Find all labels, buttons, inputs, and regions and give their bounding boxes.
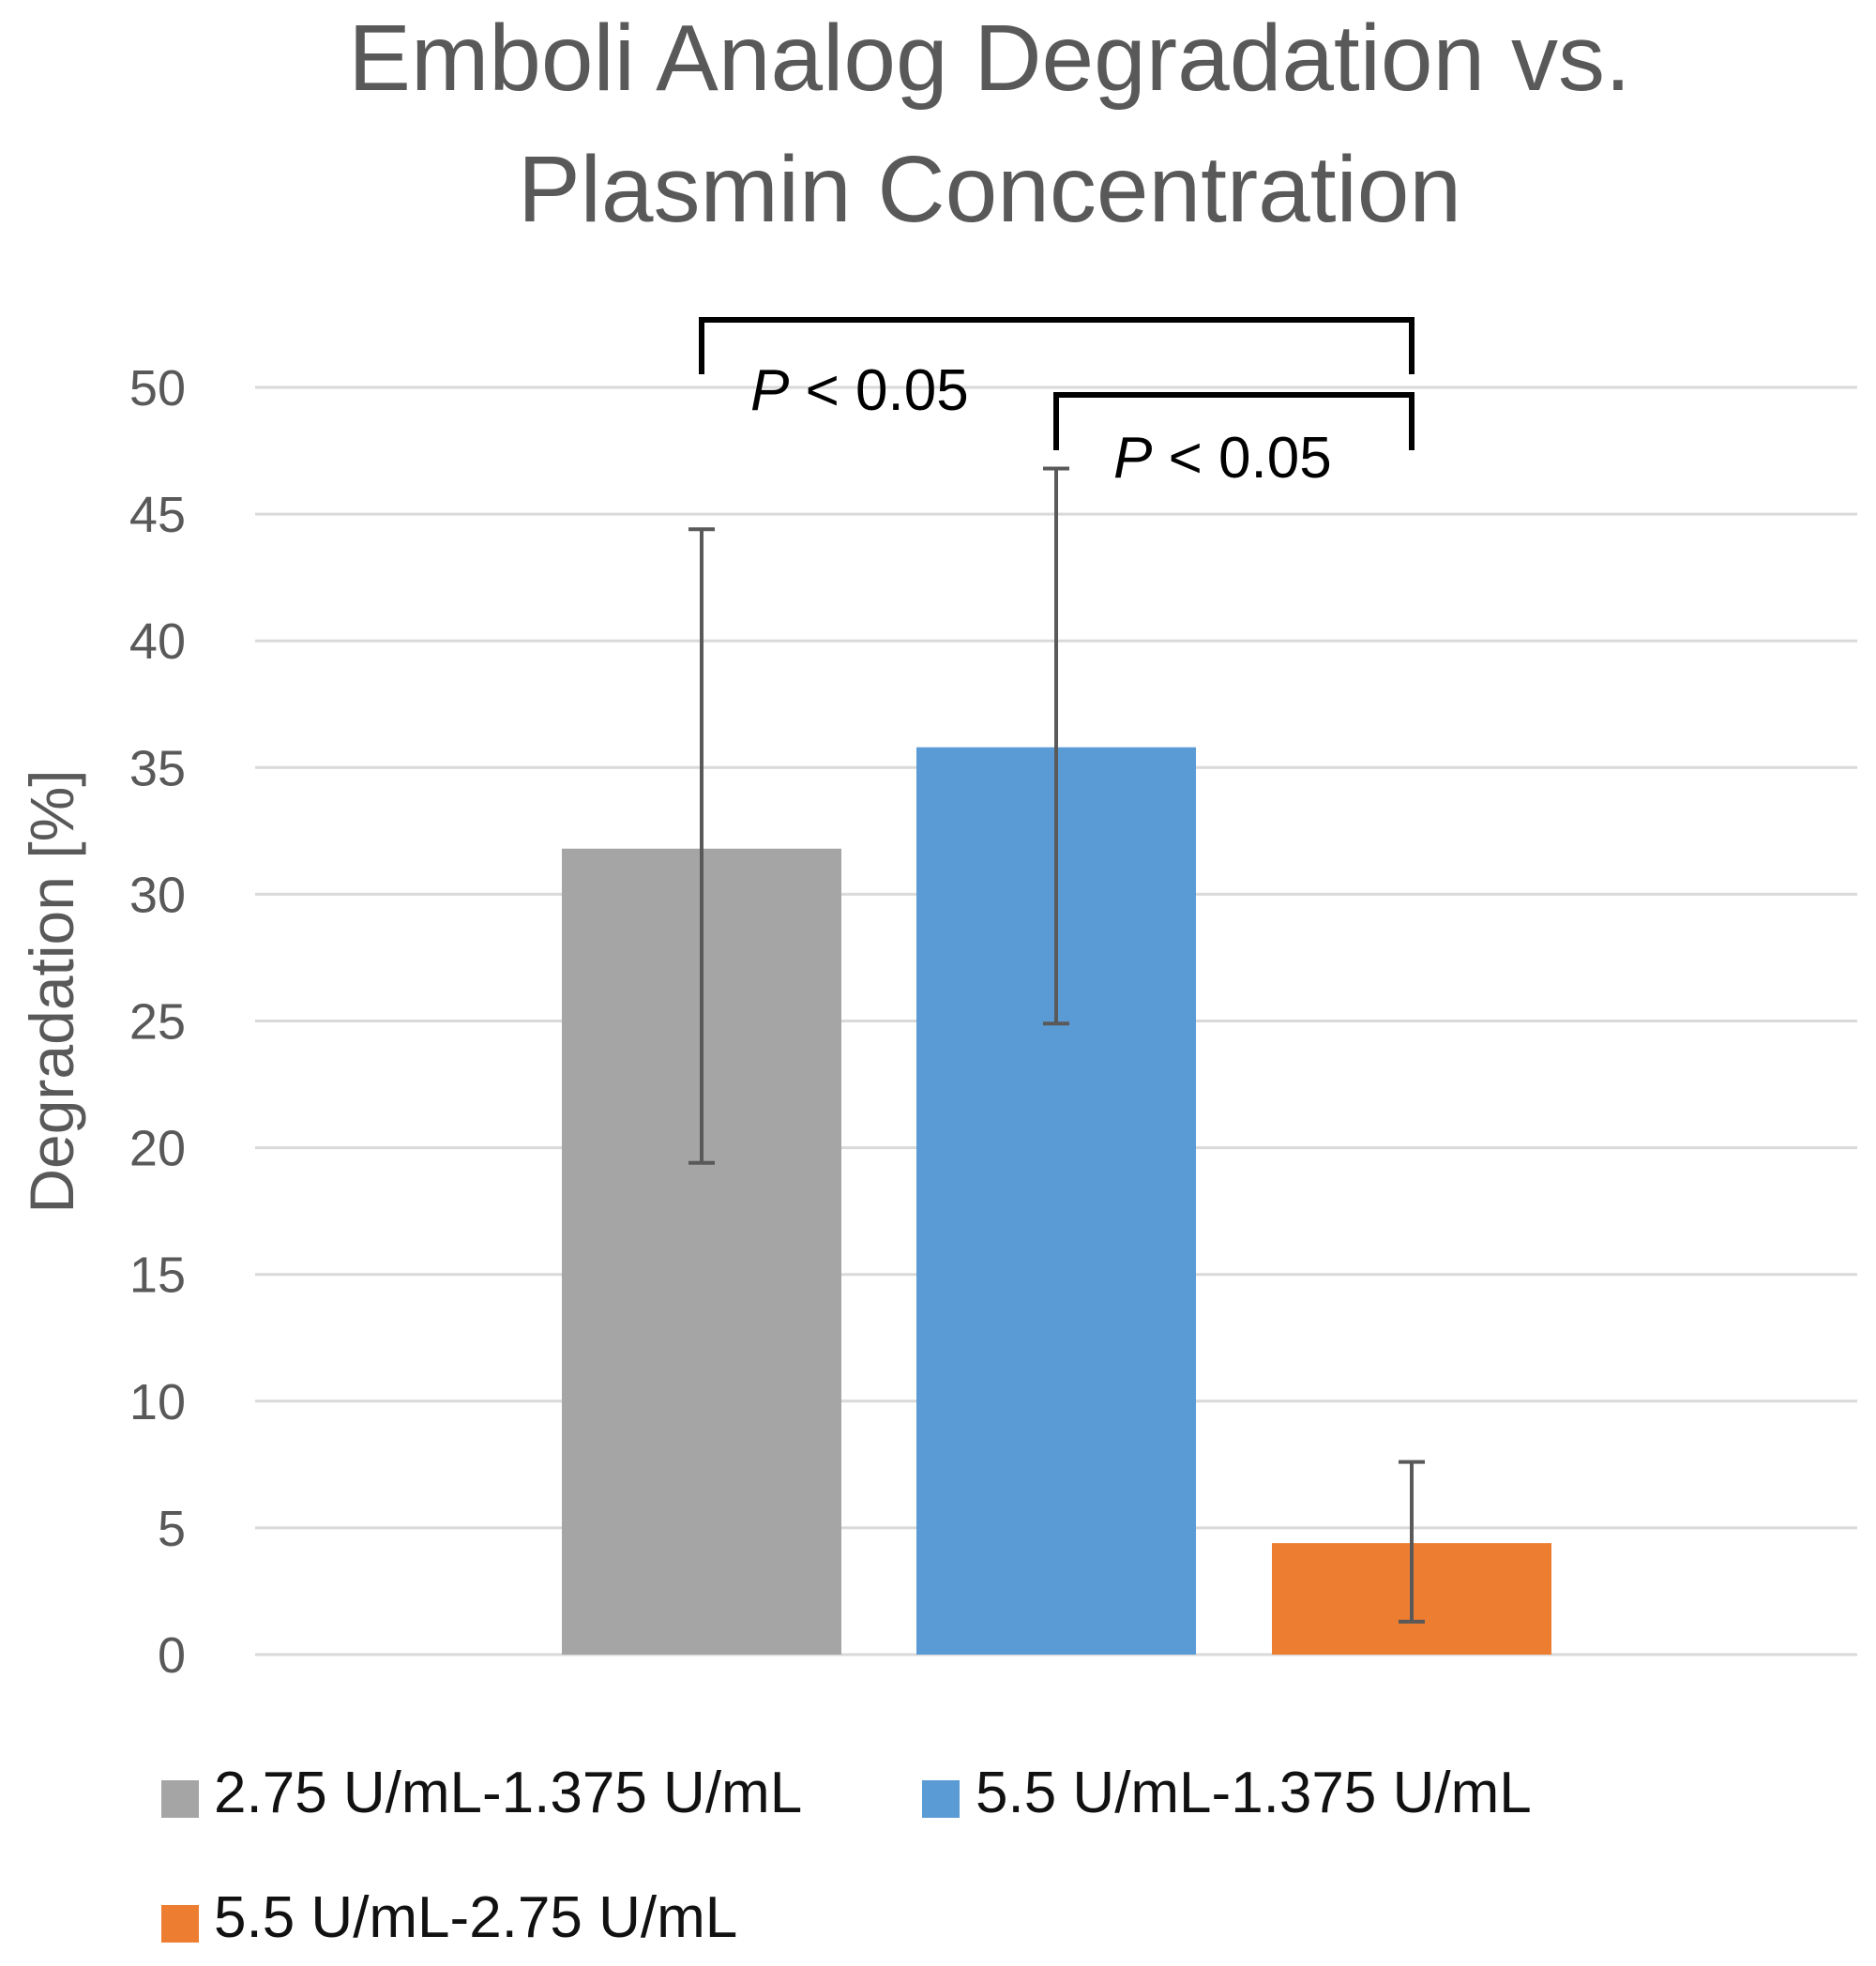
legend-swatch <box>161 1905 199 1943</box>
y-tick-label: 45 <box>129 487 186 543</box>
error-bar <box>1399 1459 1425 1624</box>
significance-label: P < 0.05 <box>1113 426 1332 491</box>
significance-bracket: P < 0.05 <box>699 317 1415 423</box>
y-tick-label: 20 <box>129 1121 186 1177</box>
p-threshold: < 0.05 <box>1152 426 1331 491</box>
y-axis-label: Degradation [%] <box>17 769 86 1213</box>
y-tick-label: 35 <box>129 740 186 796</box>
y-tick-label: 40 <box>129 613 186 670</box>
legend: 2.75 U/mL-1.375 U/mL 5.5 U/mL-1.375 U/mL 5… <box>161 1761 1532 1950</box>
chart-title-line-2: Plasmin Concentration <box>518 137 1461 242</box>
y-tick-label: 0 <box>158 1627 186 1684</box>
p-symbol: P <box>1113 426 1152 491</box>
bracket-line <box>1053 392 1415 450</box>
bars <box>562 747 1551 1655</box>
chart-title: Emboli Analog Degradation vs. Plasmin Co… <box>348 6 1630 242</box>
bracket-line <box>699 317 1415 374</box>
significance-bracket: P < 0.05 <box>1053 392 1415 491</box>
y-tick-label: 10 <box>129 1374 186 1430</box>
y-tick-label: 30 <box>129 867 186 923</box>
legend-item: 2.75 U/mL-1.375 U/mL <box>161 1761 802 1825</box>
significance-label: P < 0.05 <box>750 358 969 423</box>
significance-annotations: P < 0.05P < 0.05 <box>699 317 1415 491</box>
error-bar <box>688 527 715 1165</box>
p-symbol: P <box>750 358 789 423</box>
legend-label: 5.5 U/mL-1.375 U/mL <box>976 1761 1532 1825</box>
error-bar <box>1043 466 1069 1026</box>
legend-swatch <box>922 1780 960 1818</box>
y-tick-label: 25 <box>129 994 186 1051</box>
legend-item: 5.5 U/mL-1.375 U/mL <box>922 1761 1532 1825</box>
legend-label: 5.5 U/mL-2.75 U/mL <box>214 1885 737 1950</box>
chart-title-line-1: Emboli Analog Degradation vs. <box>348 6 1630 111</box>
y-tick-label: 5 <box>158 1501 186 1557</box>
legend-label: 2.75 U/mL-1.375 U/mL <box>214 1761 802 1825</box>
error-bars <box>688 466 1425 1624</box>
y-axis-ticks: 0 5 10 15 20 25 30 35 40 45 50 <box>129 360 186 1684</box>
legend-swatch <box>161 1780 199 1818</box>
legend-item: 5.5 U/mL-2.75 U/mL <box>161 1885 737 1950</box>
y-tick-label: 15 <box>129 1248 186 1304</box>
p-threshold: < 0.05 <box>789 358 968 423</box>
y-tick-label: 50 <box>129 360 186 416</box>
